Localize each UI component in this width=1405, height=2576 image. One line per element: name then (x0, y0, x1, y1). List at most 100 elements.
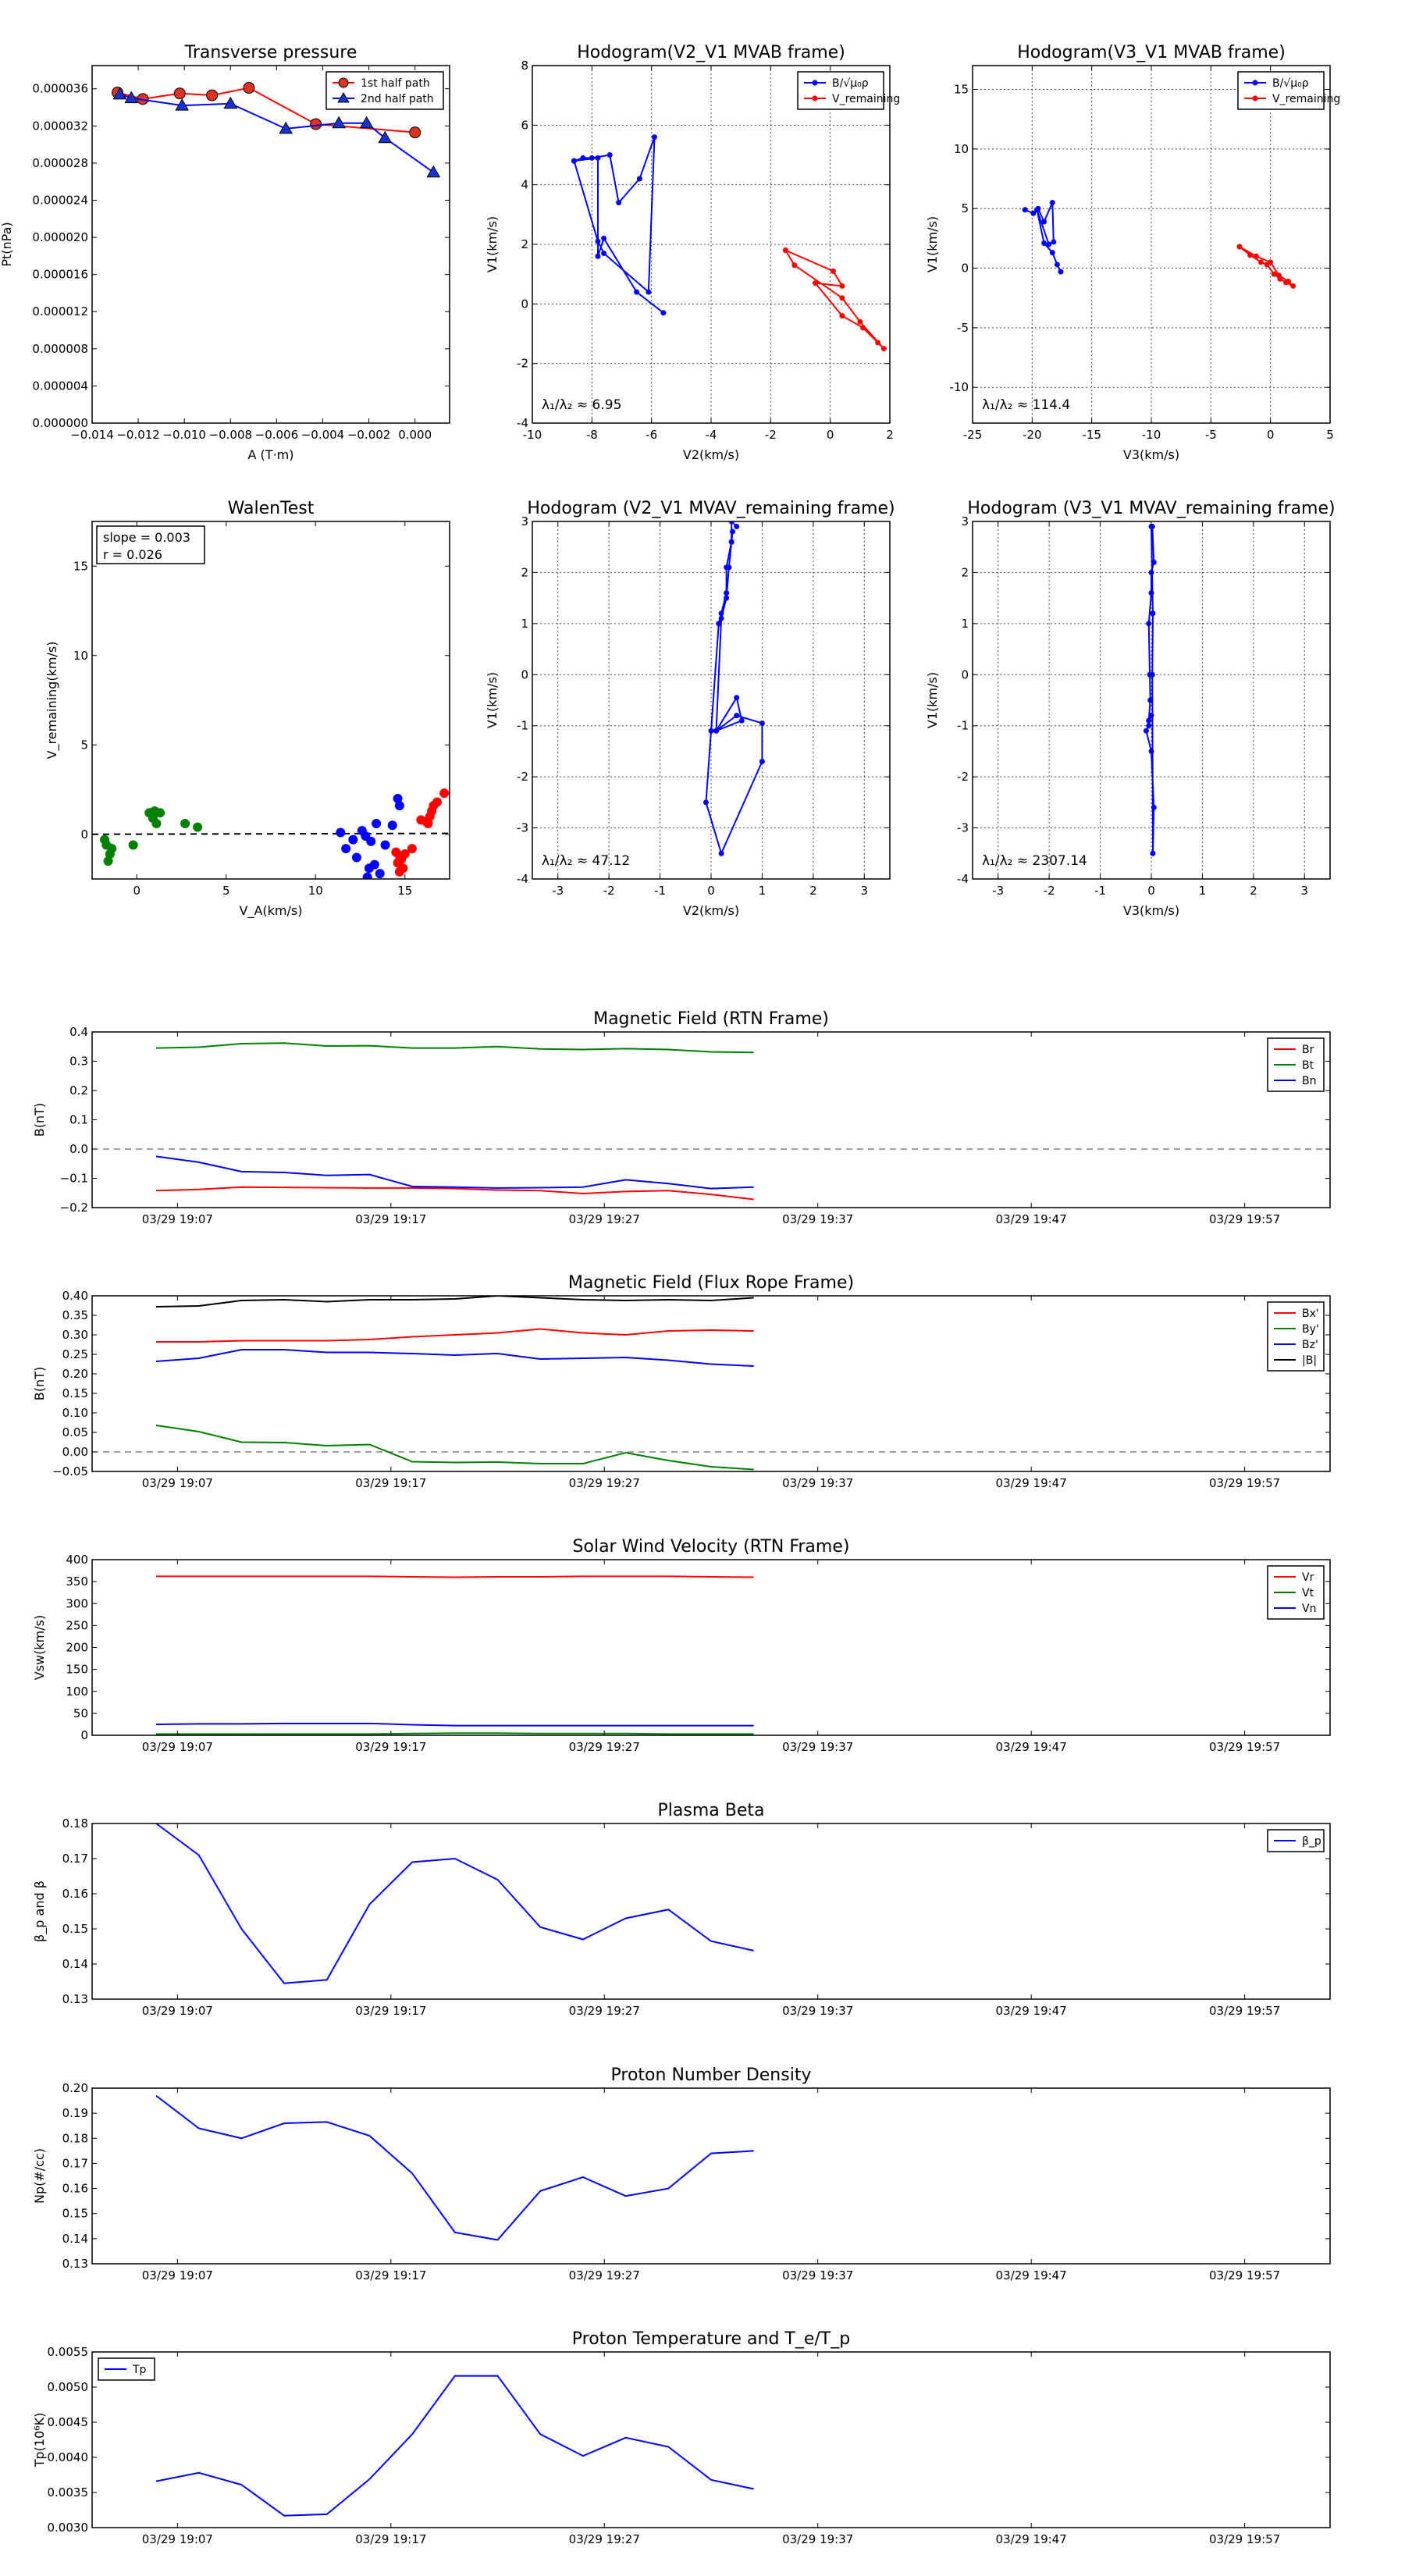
x-tick-label: 0 (1267, 428, 1275, 442)
y-tick-label: 0.2 (69, 1083, 88, 1098)
plot-frame (532, 521, 891, 880)
chart-title: WalenTest (228, 499, 315, 518)
x-tick-label: -2 (603, 884, 615, 898)
y-tick-label: 0.000000 (32, 416, 88, 430)
data-point (734, 695, 740, 701)
chart-title: Hodogram(V2_V1 MVAB frame) (577, 43, 845, 62)
y-tick-label: 200 (66, 1641, 88, 1655)
x-tick-label: −0.012 (116, 428, 160, 442)
legend-label: β_p (1302, 1835, 1321, 1848)
y-tick-label: 0.35 (62, 1308, 88, 1322)
data-layer (571, 134, 887, 352)
data-layer (112, 82, 441, 178)
y-tick-label: 0 (80, 1728, 88, 1742)
data-point (738, 717, 745, 724)
y-tick-label: 0.000036 (32, 82, 88, 96)
x-axis-label: V2(km/s) (683, 447, 739, 462)
y-tick-label: 0.15 (62, 1922, 88, 1936)
y-tick-label: 3 (521, 514, 528, 528)
data-point (393, 793, 403, 803)
chart-hodogram-v2-v1-mvab: -10 -8 -6 -4 -2 0 2 -4 -2 0 2 4 6 8 Hodogram(V2_V1 MVA… (485, 43, 900, 462)
plot-frame (91, 521, 450, 880)
x-tick-label: 1 (1199, 884, 1207, 898)
x-tick-label: -10 (523, 428, 542, 442)
data-point (589, 155, 595, 161)
y-tick-label: -4 (517, 416, 528, 430)
y-tick-label: 0.18 (62, 2131, 88, 2145)
y-axis-label: Pt(nPa) (0, 222, 14, 266)
y-tick-label: 0.10 (62, 1406, 88, 1420)
data-point (394, 851, 404, 861)
plot-area (532, 521, 890, 879)
x-tick-label: 03/29 19:17 (355, 1476, 426, 1490)
x-tick-label: 03/29 19:07 (142, 2268, 213, 2282)
x-tick-label: 1 (759, 884, 767, 898)
stats-label: r = 0.026 (103, 547, 162, 562)
series-line-Tp (155, 2375, 754, 2517)
data-point (128, 840, 138, 850)
series-line-Bz' (155, 1349, 754, 1367)
data-point (1151, 804, 1157, 810)
x-tick-label: -3 (552, 884, 564, 898)
series-line-Vt (156, 1732, 754, 1735)
x-tick-label: -2 (765, 428, 777, 442)
data-layer (92, 1042, 1330, 1201)
data-point (432, 797, 442, 807)
data-point (734, 713, 740, 719)
x-axis-label: V2(km/s) (683, 903, 739, 918)
y-tick-label: 0.1 (69, 1113, 88, 1127)
data-point (1286, 278, 1292, 284)
chart-proton-number-density: 03/29 19:07 03/29 19:17 03/29 19:27 03/29 1… (32, 2065, 1331, 2282)
y-tick-label: -10 (950, 380, 969, 394)
data-point (407, 844, 417, 854)
y-tick-label: 4 (521, 178, 528, 192)
data-point (348, 834, 358, 845)
x-tick-label: 0 (133, 884, 140, 898)
data-point (366, 836, 376, 846)
y-axis-label: V1(km/s) (485, 672, 500, 728)
plot-area (92, 1560, 1330, 1735)
y-tick-label: 2 (961, 565, 969, 579)
data-point (634, 289, 640, 295)
data-point (734, 524, 740, 530)
series-line (573, 137, 664, 314)
data-point (1033, 207, 1040, 213)
data-point (660, 310, 667, 316)
data-point (103, 856, 113, 866)
y-tick-label: 0.19 (62, 2106, 88, 2120)
data-point (616, 200, 622, 206)
data-point (359, 116, 374, 129)
x-tick-label: -6 (646, 428, 657, 442)
y-tick-label: 0.14 (62, 2232, 88, 2246)
data-point (880, 346, 887, 352)
chart-title: Transverse pressure (184, 43, 357, 62)
plot-area (92, 2352, 1330, 2528)
eigen-ratio-label: λ₁/λ₂ ≈ 6.95 (542, 397, 621, 413)
plot-frame (972, 65, 1331, 424)
y-tick-label: 0.0040 (48, 2450, 89, 2464)
data-point (860, 325, 866, 331)
y-tick-label: -2 (957, 770, 969, 784)
y-tick-label: 0.0055 (48, 2345, 89, 2359)
y-tick-label: 0.17 (62, 2156, 88, 2170)
data-point (728, 539, 735, 545)
data-layer (702, 521, 765, 856)
plot-area (92, 1296, 1330, 1471)
plot-area (92, 66, 450, 423)
x-tick-label: −0.006 (255, 428, 299, 442)
data-point (1143, 728, 1149, 734)
x-tick-label: 03/29 19:07 (142, 1476, 213, 1490)
y-tick-label: 0.40 (62, 1289, 88, 1303)
y-tick-label: 0.18 (62, 1816, 88, 1831)
y-tick-label: −0.1 (60, 1172, 88, 1186)
legend-marker (337, 92, 350, 103)
x-tick-label: -5 (1205, 428, 1217, 442)
x-tick-label: 03/29 19:27 (569, 1212, 640, 1226)
x-tick-label: 03/29 19:17 (355, 1212, 426, 1226)
data-layer (92, 788, 450, 879)
y-tick-label: 350 (66, 1574, 88, 1589)
data-point (875, 340, 881, 346)
x-tick-label: 03/29 19:37 (782, 2268, 853, 2282)
